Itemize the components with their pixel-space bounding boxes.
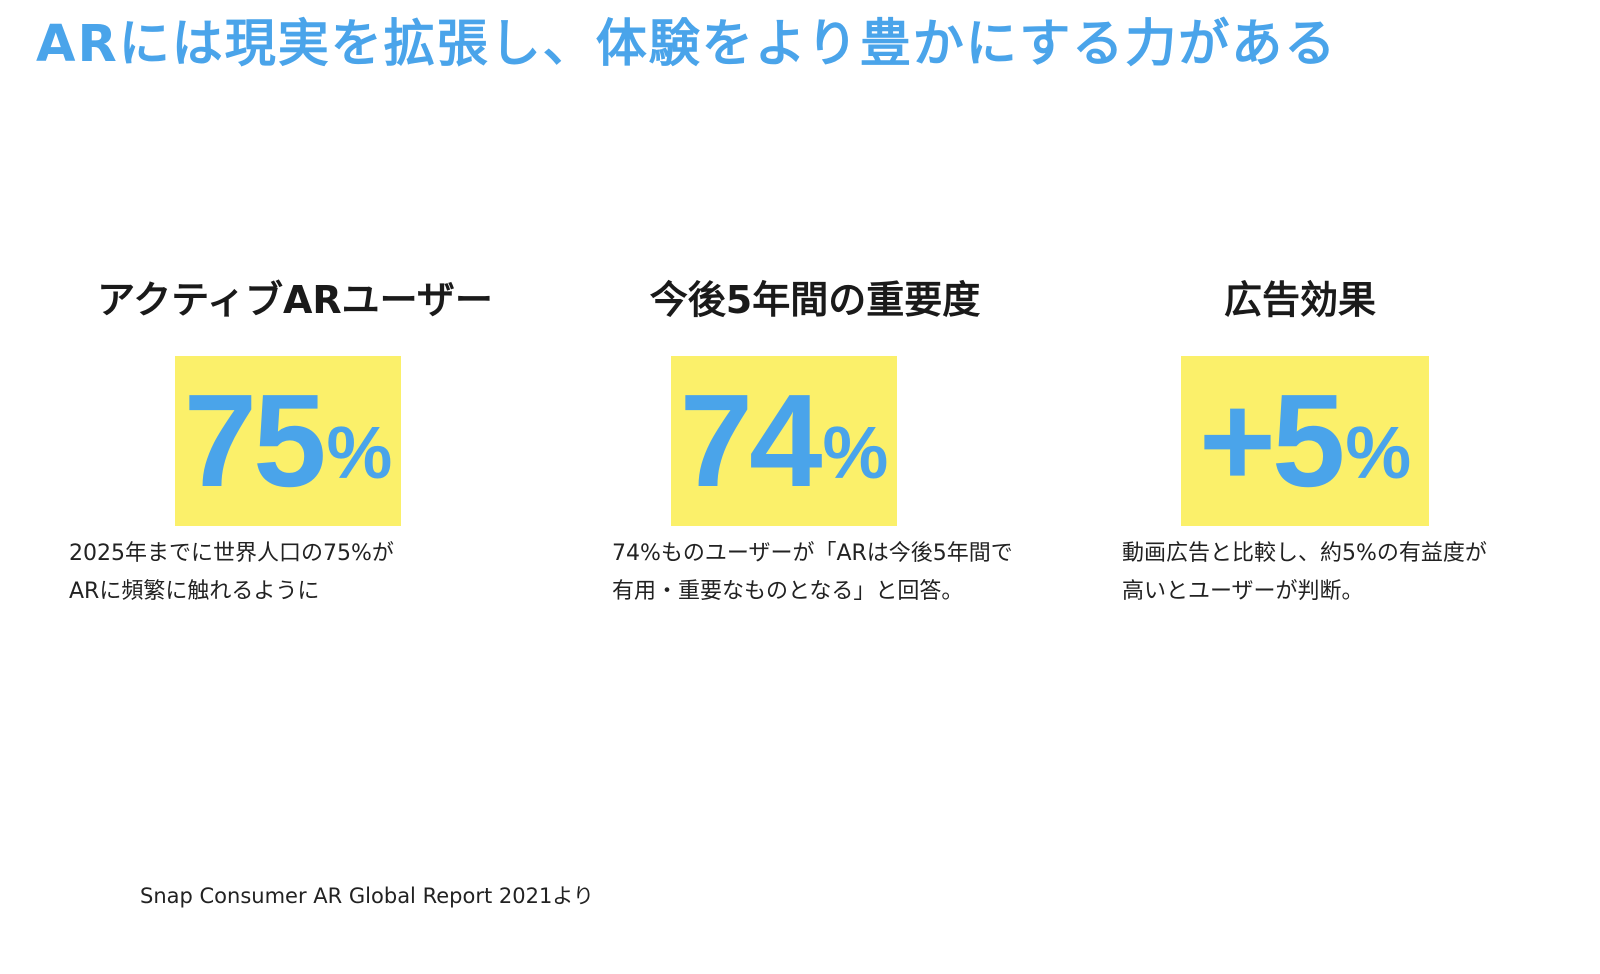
stat-description-line: 高いとユーザーが判断。 <box>1122 579 1364 604</box>
stat-value: 75 <box>183 367 327 514</box>
stat-description: 2025年までに世界人口の75%が ARに頻繁に触れるように <box>69 535 394 611</box>
stat-description-line: 74%ものユーザーが「ARは今後5年間で <box>612 541 1013 566</box>
stat-value: 74 <box>679 367 823 514</box>
stat-description-line: ARに頻繁に触れるように <box>69 579 320 604</box>
stat-description-line: 有用・重要なものとなる」と回答。 <box>612 579 964 604</box>
stat-title: 広告効果 <box>1223 278 1376 322</box>
stat-value-highlight: +5% <box>1181 356 1429 526</box>
stat-unit: % <box>822 411 889 494</box>
stat-title: 今後5年間の重要度 <box>649 278 981 322</box>
stat-value-highlight: 75% <box>175 356 401 526</box>
source-citation: Snap Consumer AR Global Report 2021より <box>140 884 594 908</box>
stat-description: 74%ものユーザーが「ARは今後5年間で 有用・重要なものとなる」と回答。 <box>612 535 1013 611</box>
stat-unit: % <box>326 411 393 494</box>
stat-unit: % <box>1345 411 1412 494</box>
stat-description: 動画広告と比較し、約5%の有益度が 高いとユーザーが判断。 <box>1122 535 1487 611</box>
slide-headline: ARには現実を拡張し、体験をより豊かにする力がある <box>36 15 1338 74</box>
stat-value-highlight: 74% <box>671 356 897 526</box>
stat-description-line: 2025年までに世界人口の75%が <box>69 541 394 566</box>
stat-title: アクティブARユーザー <box>97 278 493 322</box>
stat-description-line: 動画広告と比較し、約5%の有益度が <box>1122 541 1487 566</box>
stat-value: +5 <box>1198 367 1345 514</box>
